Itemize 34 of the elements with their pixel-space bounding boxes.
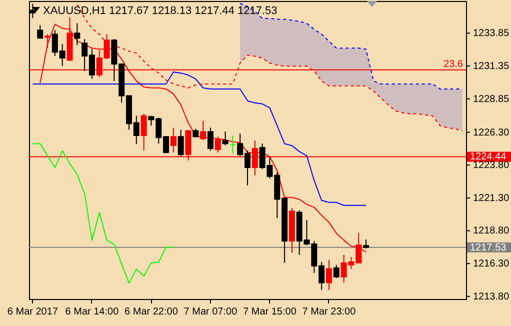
candlestick: [74, 22, 80, 46]
y-tick-label: 1226.30: [473, 127, 510, 138]
x-tick-label: 7 Mar 15:00: [243, 306, 297, 318]
line-series: [32, 143, 174, 284]
candlestick: [326, 259, 332, 290]
y-tick-label: 1213.80: [473, 291, 510, 302]
candlestick: [363, 239, 370, 250]
y-tick-label: 1233.85: [473, 28, 510, 40]
ref-line-label: 1217.53: [470, 242, 507, 254]
y-tick-label: 1221.30: [473, 192, 510, 204]
candlestick: [333, 264, 340, 278]
candlestick: [200, 120, 206, 141]
x-tick-label: 7 Mar 23:00: [302, 306, 356, 318]
candlestick: [207, 127, 214, 152]
candlestick: [214, 136, 221, 153]
y-tick-label: 1228.85: [473, 94, 510, 105]
y-tick-label: 1216.30: [473, 258, 510, 270]
y-tick-label: 1231.35: [473, 60, 510, 72]
y-tick-label: 1218.80: [473, 226, 510, 237]
candlestick: [140, 113, 147, 152]
candlestick: [230, 135, 236, 154]
chart-title: XAUUSD,H1 1217.67 1218.13 1217.44 1217.53: [43, 5, 278, 17]
candlestick: [178, 129, 184, 156]
x-tick-label: 6 Mar 2017: [7, 306, 58, 318]
candlestick: [44, 34, 51, 49]
y-tick-label: 1223.80: [473, 160, 510, 172]
line-series: [32, 72, 367, 206]
annotation: 23.6: [444, 58, 464, 70]
x-tick-label: 6 Mar 14:00: [65, 306, 120, 318]
x-tick-label: 7 Mar 07:00: [184, 306, 238, 318]
candlestick: [222, 131, 228, 146]
candlestick: [37, 24, 44, 39]
x-tick-label: 6 Mar 22:00: [124, 306, 178, 318]
candlestick: [170, 127, 176, 153]
